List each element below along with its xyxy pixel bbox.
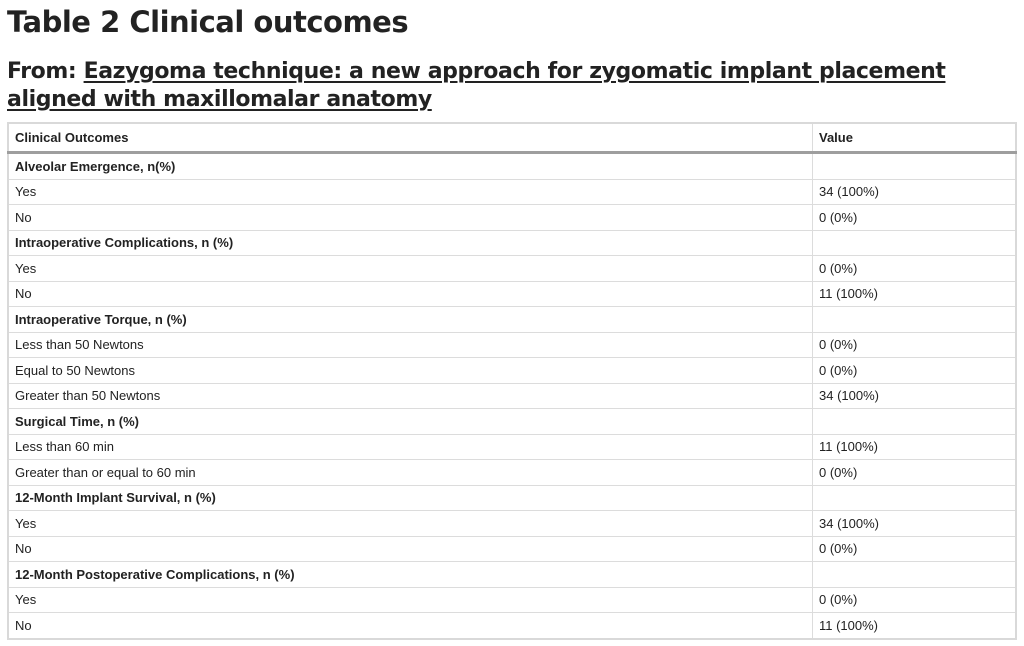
row-value-cell: 0 (0%) bbox=[812, 255, 1016, 282]
table-row: No 11 (100%) bbox=[8, 612, 1016, 639]
table-group-row: 12-Month Postoperative Complications, n … bbox=[8, 561, 1016, 588]
row-label-cell: No bbox=[8, 536, 813, 562]
row-label-cell: Yes bbox=[8, 255, 813, 282]
row-value-cell: 0 (0%) bbox=[812, 204, 1016, 231]
article-link[interactable]: Eazygoma technique: a new approach for z… bbox=[7, 59, 946, 112]
row-value-cell: 34 (100%) bbox=[812, 179, 1016, 205]
row-value-cell: 34 (100%) bbox=[812, 383, 1016, 409]
table-row: Greater than or equal to 60 min 0 (0%) bbox=[8, 459, 1016, 486]
table-row: No 0 (0%) bbox=[8, 536, 1016, 562]
table-row: Equal to 50 Newtons 0 (0%) bbox=[8, 357, 1016, 384]
row-label-cell: No bbox=[8, 612, 813, 639]
table-row: No 11 (100%) bbox=[8, 281, 1016, 307]
row-value-cell: 11 (100%) bbox=[812, 612, 1016, 639]
row-value-cell: 0 (0%) bbox=[812, 536, 1016, 562]
row-value-cell: 0 (0%) bbox=[812, 332, 1016, 358]
group-label-cell: 12-Month Postoperative Complications, n … bbox=[8, 561, 813, 588]
row-label-cell: Yes bbox=[8, 510, 813, 537]
table-body: Alveolar Emergence, n(%) Yes 34 (100%) No 0 … bbox=[8, 152, 1016, 639]
row-value-cell: 11 (100%) bbox=[812, 281, 1016, 307]
row-value-cell bbox=[812, 306, 1016, 333]
table-row: Yes 34 (100%) bbox=[8, 179, 1016, 205]
row-value-cell: 34 (100%) bbox=[812, 510, 1016, 537]
outcomes-table: Clinical Outcomes Value Alveolar Emergen… bbox=[7, 122, 1017, 640]
page: Table 2 Clinical outcomes From: Eazygoma… bbox=[0, 0, 1024, 118]
row-value-cell: 0 (0%) bbox=[812, 357, 1016, 384]
row-value-cell bbox=[812, 152, 1016, 180]
row-value-cell bbox=[812, 485, 1016, 511]
row-value-cell bbox=[812, 230, 1016, 256]
column-header-value: Value bbox=[812, 123, 1016, 154]
row-label-cell: Greater than or equal to 60 min bbox=[8, 459, 813, 486]
row-label-cell: Less than 60 min bbox=[8, 434, 813, 460]
group-label-cell: Intraoperative Complications, n (%) bbox=[8, 230, 813, 256]
table-row: Greater than 50 Newtons 34 (100%) bbox=[8, 383, 1016, 409]
row-label-cell: Yes bbox=[8, 587, 813, 613]
group-label-cell: 12-Month Implant Survival, n (%) bbox=[8, 485, 813, 511]
row-label-cell: No bbox=[8, 281, 813, 307]
row-value-cell: 0 (0%) bbox=[812, 459, 1016, 486]
source-prefix: From: bbox=[7, 59, 84, 84]
table-group-row: Intraoperative Complications, n (%) bbox=[8, 230, 1016, 256]
row-label-cell: No bbox=[8, 204, 813, 231]
table-group-row: Intraoperative Torque, n (%) bbox=[8, 306, 1016, 333]
group-label-cell: Alveolar Emergence, n(%) bbox=[8, 152, 813, 180]
table-row: Less than 50 Newtons 0 (0%) bbox=[8, 332, 1016, 358]
row-value-cell: 0 (0%) bbox=[812, 587, 1016, 613]
table-row: Yes 0 (0%) bbox=[8, 255, 1016, 282]
source-line: From: Eazygoma technique: a new approach… bbox=[7, 54, 1018, 118]
row-label-cell: Greater than 50 Newtons bbox=[8, 383, 813, 409]
group-label-cell: Intraoperative Torque, n (%) bbox=[8, 306, 813, 333]
row-value-cell bbox=[812, 561, 1016, 588]
table-row: Yes 0 (0%) bbox=[8, 587, 1016, 613]
table-row: Yes 34 (100%) bbox=[8, 510, 1016, 537]
group-label-cell: Surgical Time, n (%) bbox=[8, 408, 813, 435]
row-label-cell: Equal to 50 Newtons bbox=[8, 357, 813, 384]
row-value-cell bbox=[812, 408, 1016, 435]
table-group-row: Alveolar Emergence, n(%) bbox=[8, 152, 1016, 180]
page-title: Table 2 Clinical outcomes bbox=[7, 5, 409, 39]
column-header-outcomes: Clinical Outcomes bbox=[8, 123, 813, 154]
row-label-cell: Yes bbox=[8, 179, 813, 205]
row-label-cell: Less than 50 Newtons bbox=[8, 332, 813, 358]
table-row: No 0 (0%) bbox=[8, 204, 1016, 231]
row-value-cell: 11 (100%) bbox=[812, 434, 1016, 460]
table-group-row: Surgical Time, n (%) bbox=[8, 408, 1016, 435]
table-group-row: 12-Month Implant Survival, n (%) bbox=[8, 485, 1016, 511]
table-row: Less than 60 min 11 (100%) bbox=[8, 434, 1016, 460]
table-header-row: Clinical Outcomes Value bbox=[8, 123, 1016, 154]
